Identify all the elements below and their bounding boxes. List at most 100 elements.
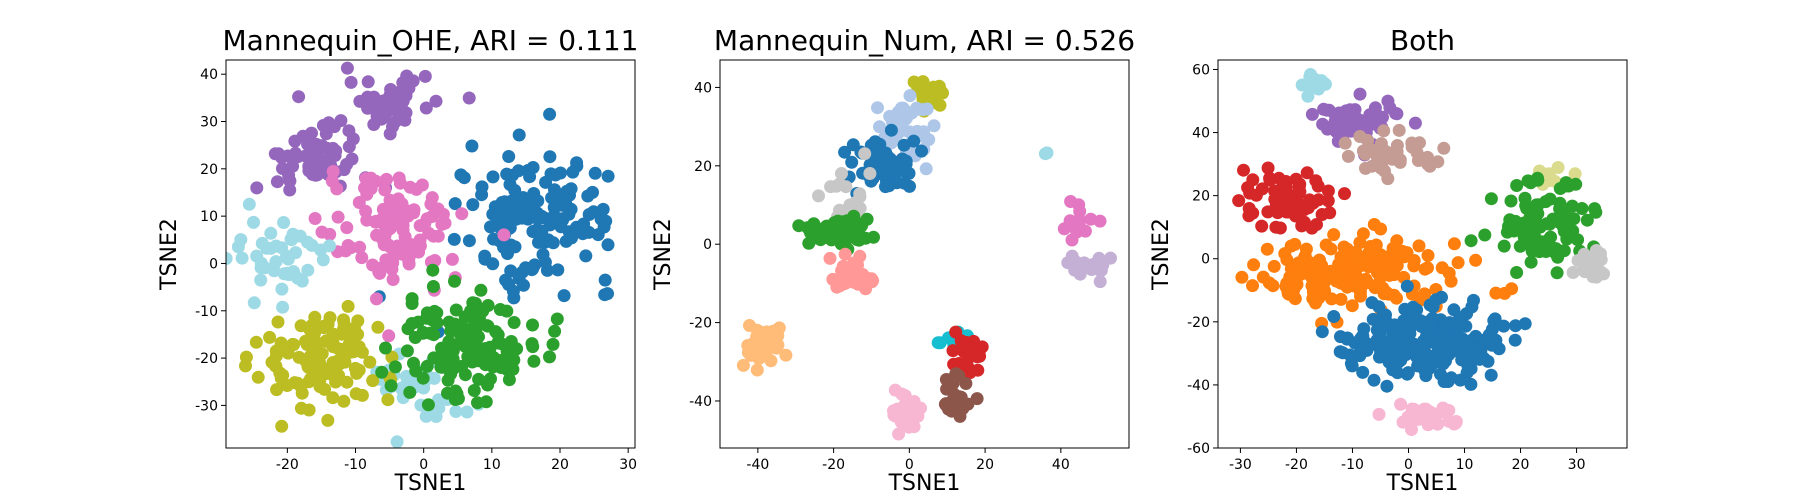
panel-2-series-11 (887, 383, 927, 441)
scatter-point (481, 319, 495, 333)
scatter-point (367, 118, 381, 131)
scatter-point (863, 167, 877, 180)
scatter-point (448, 317, 462, 331)
scatter-point (1408, 309, 1422, 323)
x-tick-label: 20 (1512, 457, 1530, 473)
scatter-point (337, 342, 350, 356)
scatter-point (1396, 329, 1409, 343)
scatter-point (871, 101, 884, 115)
x-tick-label: -20 (276, 457, 299, 473)
scatter-point (472, 312, 486, 326)
scatter-point (447, 232, 461, 246)
y-tick-label: 0 (209, 256, 218, 272)
scatter-point (375, 365, 389, 379)
scatter-point (1524, 255, 1538, 269)
scatter-point (1484, 192, 1498, 206)
panel-1: Mannequin_OHE, ARI = 0.111 -20 -10 0 10 20 30… (157, 24, 638, 496)
scatter-point (390, 435, 404, 448)
scatter-point (516, 191, 530, 205)
scatter-point (541, 233, 555, 247)
scatter-point (331, 210, 345, 224)
scatter-point (497, 228, 511, 242)
scatter-point (417, 381, 431, 395)
panel-1-series-6 (375, 263, 564, 412)
scatter-point (301, 137, 315, 151)
scatter-point (1327, 228, 1341, 242)
scatter-point (743, 319, 756, 332)
scatter-point (363, 355, 377, 369)
x-tick-label: 10 (483, 457, 501, 473)
panel-3-x-axis-label: TSNE1 (1386, 471, 1459, 496)
scatter-point (269, 349, 283, 363)
panel-2-series-6 (823, 247, 880, 296)
y-tick-label: 20 (1192, 189, 1210, 205)
scatter-point (1349, 245, 1363, 259)
scatter-point (1367, 373, 1381, 387)
scatter-point (383, 240, 397, 254)
scatter-point (897, 138, 911, 152)
scatter-point (419, 409, 433, 423)
x-tick-label: 0 (905, 457, 914, 473)
scatter-point (393, 176, 407, 190)
panel-3-series-10 (1372, 397, 1463, 436)
scatter-point (239, 359, 252, 373)
scatter-point (1246, 279, 1259, 293)
scatter-point (494, 337, 508, 351)
scatter-point (525, 337, 539, 351)
scatter-point (1489, 286, 1503, 300)
scatter-point (402, 81, 416, 95)
scatter-point (292, 350, 306, 364)
scatter-point (582, 208, 596, 221)
scatter-point (381, 393, 395, 407)
scatter-point (557, 289, 571, 303)
panel-3-series-9 (1315, 279, 1532, 393)
scatter-point (370, 292, 383, 306)
scatter-point (1401, 413, 1415, 427)
scatter-point (1531, 198, 1545, 212)
scatter-point (507, 316, 521, 329)
panel-3-y-axis-label: TSNE2 (1149, 218, 1174, 291)
scatter-point (1568, 167, 1582, 181)
scatter-point (1261, 205, 1275, 219)
x-tick-label: 0 (1404, 457, 1413, 473)
scatter-point (1484, 368, 1498, 382)
scatter-point (1459, 319, 1473, 333)
scatter-point (349, 387, 363, 401)
scatter-point (1260, 242, 1274, 256)
panel-3-title: Both (1390, 24, 1455, 57)
scatter-point (1508, 333, 1522, 347)
scatter-point (330, 182, 344, 196)
y-tick-label: 40 (694, 80, 712, 96)
scatter-point (1554, 203, 1568, 217)
scatter-point (1235, 270, 1249, 284)
scatter-point (1368, 281, 1382, 295)
scatter-point (1469, 253, 1483, 267)
scatter-point (1464, 234, 1478, 248)
scatter-point (1518, 317, 1532, 331)
scatter-point (1394, 397, 1408, 411)
scatter-point (1345, 299, 1359, 313)
scatter-point (1303, 193, 1317, 207)
scatter-point (1073, 267, 1087, 281)
panel-3-series-7 (1566, 244, 1610, 284)
scatter-point (1513, 239, 1527, 253)
scatter-point (315, 225, 329, 239)
scatter-point (289, 146, 302, 160)
panel-2-x-axis-label: TSNE1 (888, 471, 961, 496)
y-tick-label: -20 (1187, 315, 1210, 331)
scatter-point (1440, 374, 1454, 388)
scatter-point (915, 144, 928, 158)
scatter-point (355, 251, 369, 265)
scatter-point (764, 354, 778, 368)
scatter-point (1281, 283, 1295, 297)
scatter-point (1531, 171, 1544, 185)
y-tick-label: 30 (200, 115, 218, 131)
scatter-point (1557, 244, 1571, 258)
scatter-point (425, 191, 439, 205)
scatter-point (1256, 270, 1270, 284)
scatter-point (1288, 237, 1302, 251)
scatter-point (1383, 351, 1397, 364)
scatter-point (500, 304, 514, 318)
scatter-point (378, 183, 392, 197)
scatter-point (829, 179, 843, 193)
